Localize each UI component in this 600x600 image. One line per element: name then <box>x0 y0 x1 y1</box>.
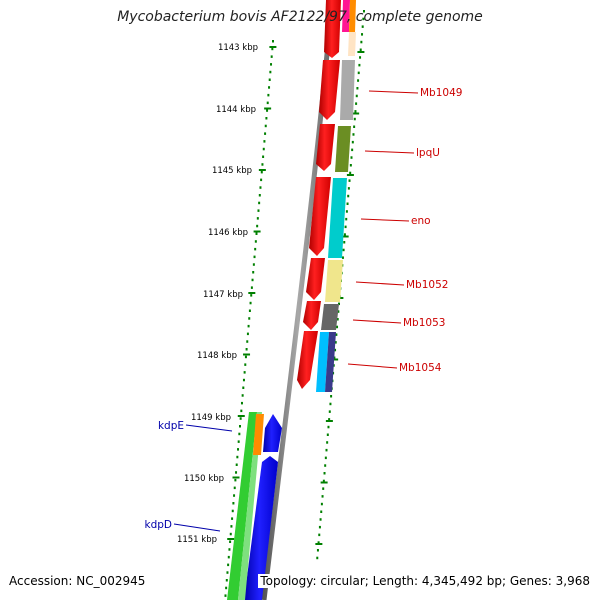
gene-arrow <box>306 258 325 300</box>
gene-label-mb1053[interactable]: Mb1053 <box>403 317 445 329</box>
gene-label-mb1054[interactable]: Mb1054 <box>399 362 442 374</box>
scale-label: 1150 kbp <box>184 474 224 484</box>
gene-label-kdpe[interactable]: kdpE <box>158 420 184 432</box>
gene-label-eno[interactable]: eno <box>411 215 431 227</box>
scale-label: 1144 kbp <box>216 105 256 115</box>
gene-category-block <box>325 332 336 392</box>
gene-label-mb1052[interactable]: Mb1052 <box>406 279 448 291</box>
leader-line <box>185 424 233 432</box>
gene-category-block <box>325 260 343 302</box>
gene-label-lpqu[interactable]: lpqU <box>416 147 440 159</box>
gene-label-leaders <box>173 90 419 532</box>
leader-line <box>360 218 410 222</box>
gene-arrow <box>297 331 318 389</box>
forward-category-track <box>316 0 356 392</box>
reverse-gene-arrows <box>244 414 282 600</box>
gene-arrow <box>316 124 335 171</box>
accession-text: Accession: NC_002945 <box>9 574 146 588</box>
gene-category-block <box>335 126 351 172</box>
scale-label: 1148 kbp <box>197 351 237 361</box>
gene-label-kdpd[interactable]: kdpD <box>145 519 173 531</box>
scale-label: 1151 kbp <box>177 535 217 545</box>
gene-arrow <box>303 301 321 330</box>
leader-line <box>347 363 398 369</box>
gene-arrow <box>263 414 282 452</box>
gene-category-block <box>349 0 356 32</box>
leader-line <box>355 281 405 286</box>
map-title: Mycobacterium bovis AF2122/97, complete … <box>117 9 483 25</box>
gene-category-block <box>227 412 257 600</box>
scale-label: 1146 kbp <box>208 228 248 238</box>
scale-label: 1149 kbp <box>191 413 231 423</box>
gene-arrow <box>324 0 341 58</box>
gene-arrow <box>309 177 331 256</box>
leader-line <box>173 523 221 532</box>
gene-category-block <box>328 178 347 258</box>
gene-label-mb1049[interactable]: Mb1049 <box>420 87 462 99</box>
leader-line <box>364 150 415 154</box>
leader-line <box>368 90 419 94</box>
gene-category-block <box>340 60 355 120</box>
gene-category-block <box>348 32 356 56</box>
leader-line <box>352 319 402 324</box>
scale-label: 1145 kbp <box>212 166 252 176</box>
gene-category-block <box>342 0 350 32</box>
gene-category-block <box>253 414 264 455</box>
genome-stats-text: Topology: circular; Length: 4,345,492 bp… <box>258 574 590 588</box>
scale-labels: 1143 kbp 1144 kbp 1145 kbp 1146 kbp 1147… <box>177 43 258 545</box>
reverse-category-track <box>227 412 264 600</box>
gene-arrow <box>244 456 278 600</box>
gene-category-block <box>316 332 329 392</box>
gene-arrow <box>319 60 340 120</box>
gene-labels: Mb1049 lpqU eno Mb1052 Mb1053 Mb1054 kdp… <box>145 87 463 531</box>
forward-gene-arrows <box>297 0 341 389</box>
gene-category-block <box>238 412 262 600</box>
scale-label: 1147 kbp <box>203 290 243 300</box>
scale-label: 1143 kbp <box>218 43 258 53</box>
gene-category-block <box>321 304 339 330</box>
